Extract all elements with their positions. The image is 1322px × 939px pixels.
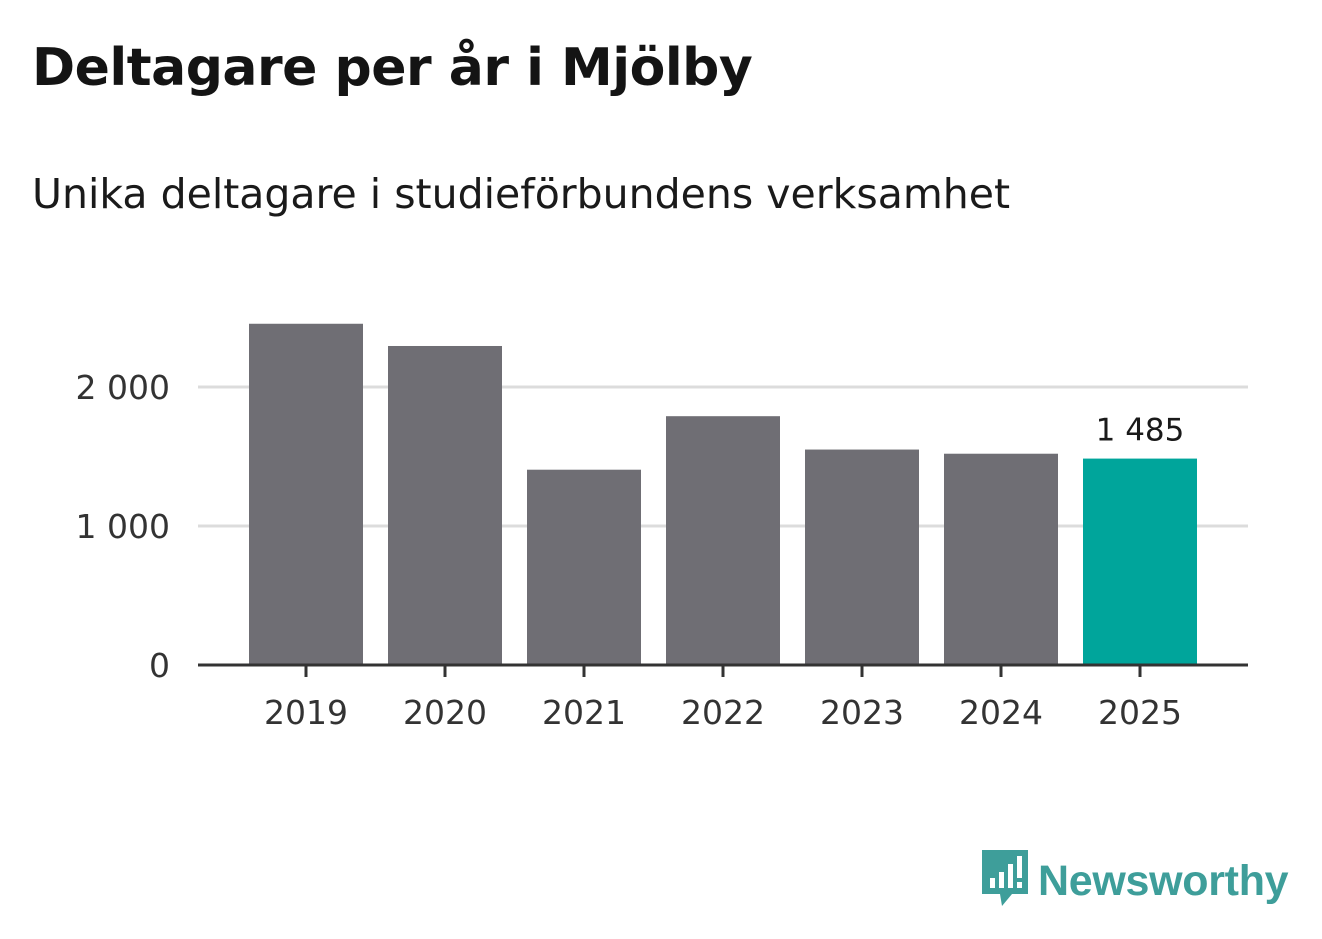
chart-subtitle: Unika deltagare i studieförbundens verks… bbox=[32, 170, 1011, 218]
bar bbox=[944, 453, 1058, 665]
newsworthy-logo: Newsworthy bbox=[980, 848, 1289, 914]
x-tick-label: 2019 bbox=[264, 693, 348, 732]
y-tick-label: 1 000 bbox=[76, 507, 170, 546]
x-tick-label: 2021 bbox=[542, 693, 626, 732]
bar bbox=[805, 449, 919, 665]
bar bbox=[388, 345, 502, 665]
y-tick-label: 0 bbox=[149, 646, 170, 685]
chart-title: Deltagare per år i Mjölby bbox=[32, 38, 753, 98]
y-tick-label: 2 000 bbox=[76, 368, 170, 407]
x-tick-label: 2023 bbox=[820, 693, 904, 732]
x-tick-label: 2025 bbox=[1098, 693, 1182, 732]
x-tick-label: 2022 bbox=[681, 693, 765, 732]
data-label: 1 485 bbox=[1096, 413, 1185, 449]
bar bbox=[249, 323, 363, 665]
bar bbox=[666, 416, 780, 665]
x-tick-label: 2024 bbox=[959, 693, 1043, 732]
x-tick-label: 2020 bbox=[403, 693, 487, 732]
newsworthy-logo-text: Newsworthy bbox=[1038, 856, 1289, 905]
newsworthy-chart-bubble-icon bbox=[980, 848, 1030, 914]
bar bbox=[1083, 458, 1197, 665]
bar bbox=[527, 469, 641, 665]
